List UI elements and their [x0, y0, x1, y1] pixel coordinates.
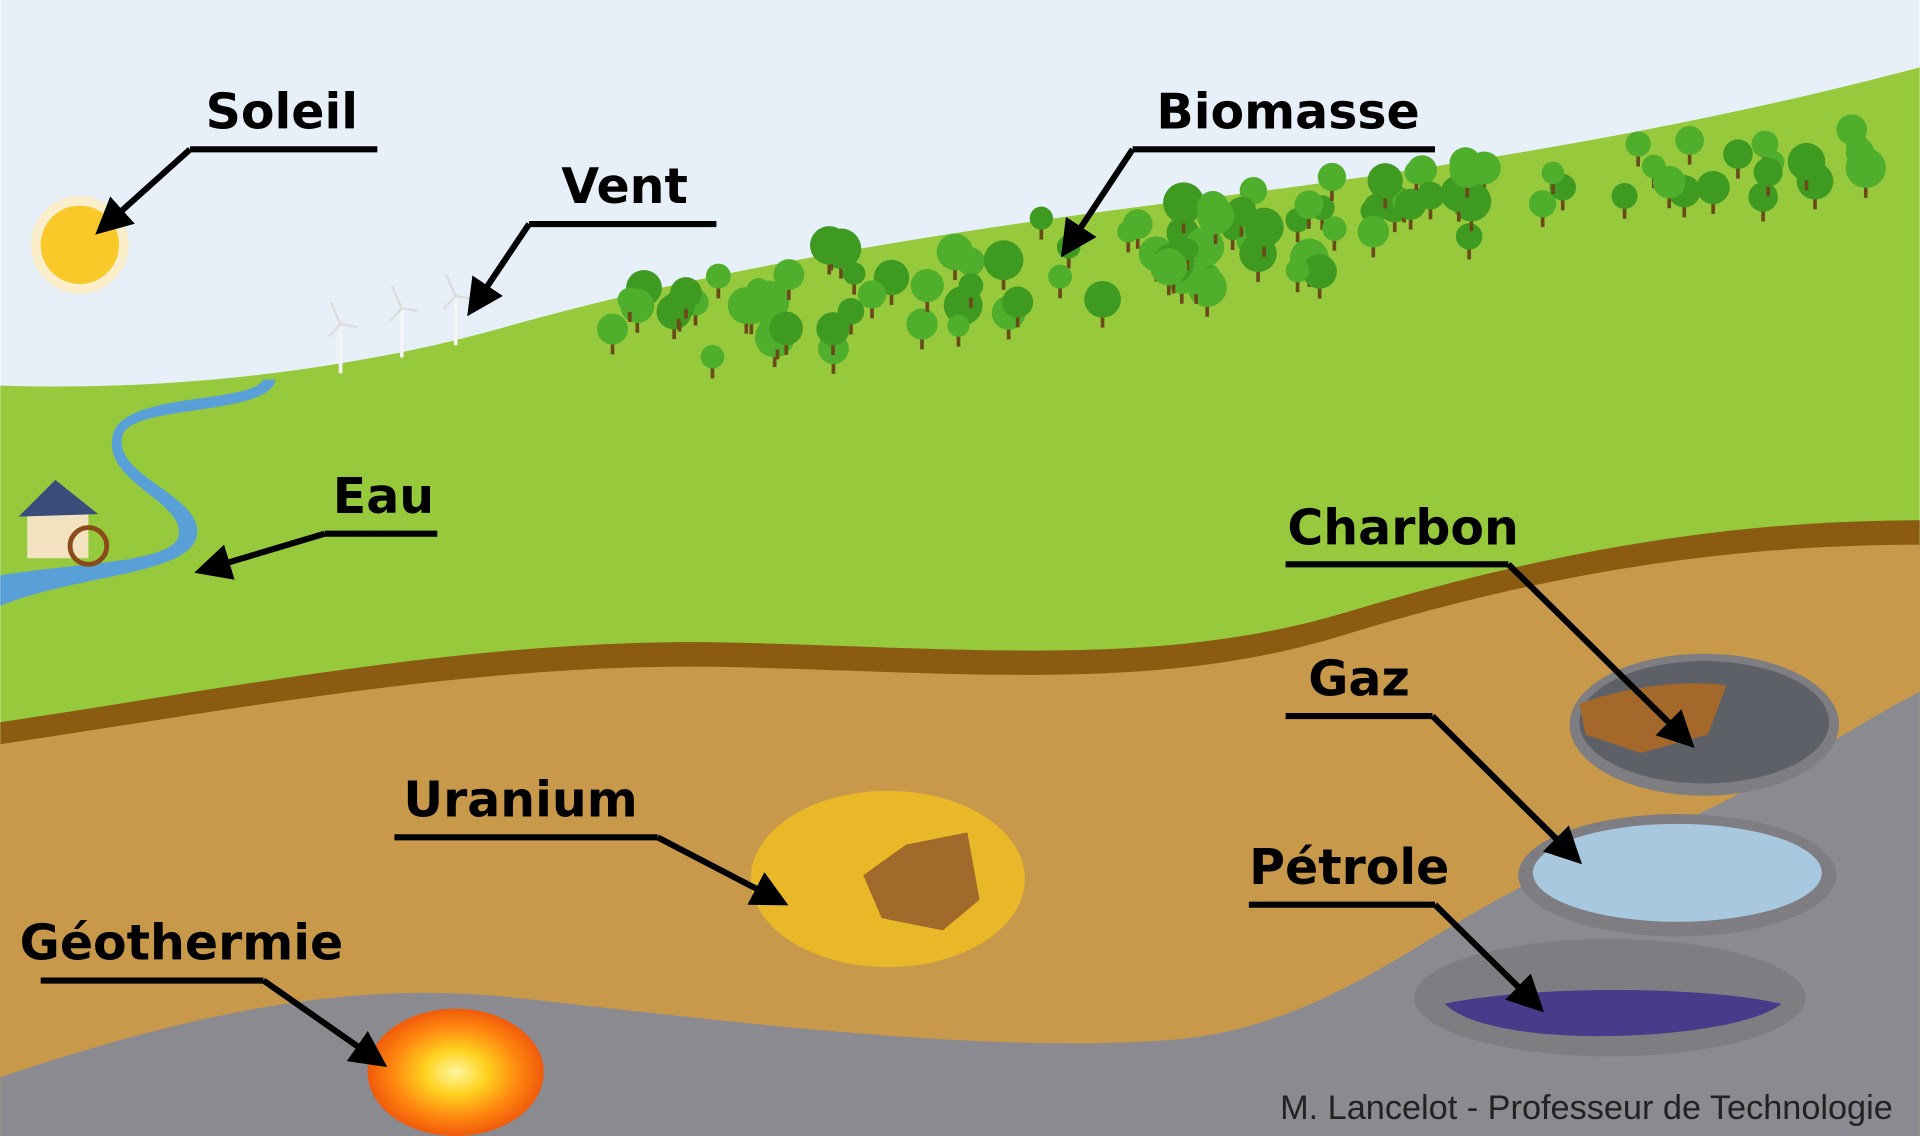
- tree-crown: [1395, 189, 1426, 220]
- label-text: Vent: [561, 158, 688, 215]
- tree-crown: [947, 315, 969, 337]
- tree-crown: [1117, 221, 1139, 243]
- label-text: Soleil: [206, 84, 358, 141]
- tree-crown: [1322, 216, 1346, 240]
- tree-crown: [701, 345, 725, 369]
- tree-crown: [956, 247, 984, 275]
- tree-crown: [1626, 131, 1651, 156]
- oil: [1414, 939, 1806, 1057]
- page: Soleil Vent Biomasse Eau Charbon Gaz Pét…: [0, 0, 1920, 1136]
- sun: [41, 206, 119, 284]
- tree-crown: [1197, 197, 1234, 234]
- tree-crown: [1456, 223, 1483, 250]
- tree-crown: [810, 226, 849, 265]
- tree-crown: [1286, 259, 1310, 283]
- uranium: [751, 791, 1025, 967]
- label-text: Eau: [333, 468, 434, 525]
- tree-crown: [706, 264, 731, 289]
- tree-crown: [1048, 265, 1072, 289]
- credit: M. Lancelot - Professeur de Technologie: [1280, 1089, 1893, 1127]
- tree-crown: [597, 314, 628, 345]
- label-text: Charbon: [1287, 500, 1518, 557]
- tree-crown: [1748, 182, 1778, 212]
- tree-crown: [670, 277, 702, 309]
- label-text: Géothermie: [20, 915, 344, 972]
- tree-crown: [1752, 131, 1779, 158]
- tree-crown: [906, 308, 937, 339]
- tree-crown: [816, 312, 849, 345]
- tree-crown: [1002, 287, 1033, 318]
- tree-crown: [1542, 162, 1565, 185]
- tree-crown: [1653, 166, 1686, 199]
- tree-crown: [1754, 158, 1783, 187]
- tree-crown: [1723, 139, 1753, 169]
- gas: [1518, 814, 1836, 936]
- tree-crown: [1612, 183, 1638, 209]
- label-text: Pétrole: [1249, 839, 1449, 896]
- tree-crown: [1788, 143, 1826, 181]
- label-text: Biomasse: [1156, 84, 1419, 141]
- tree-crown: [1357, 216, 1389, 248]
- tree-crown: [959, 273, 984, 298]
- tree-crown: [911, 269, 944, 302]
- label-text: Uranium: [403, 772, 637, 829]
- geothermal: [368, 1009, 544, 1136]
- tree-crown: [1697, 171, 1730, 204]
- tree-crown: [1846, 148, 1886, 188]
- tree-crown: [728, 287, 765, 324]
- tree-crown: [1675, 126, 1704, 155]
- tree-crown: [1030, 207, 1053, 230]
- tree-crown: [769, 312, 803, 346]
- tree-crown: [618, 288, 642, 312]
- tree-crown: [1084, 281, 1121, 318]
- tree-crown: [1295, 190, 1324, 219]
- tree-crown: [984, 240, 1024, 280]
- tree-crown: [1150, 248, 1187, 285]
- energy-diagram: Soleil Vent Biomasse Eau Charbon Gaz Pét…: [0, 0, 1920, 1136]
- tree-crown: [773, 259, 804, 290]
- tree-crown: [1450, 152, 1485, 187]
- tree-crown: [1318, 163, 1346, 191]
- label-text: Gaz: [1308, 650, 1410, 707]
- tree-crown: [1404, 160, 1428, 184]
- coal: [1570, 654, 1839, 796]
- tree-crown: [843, 262, 866, 285]
- tree-crown: [1368, 163, 1403, 198]
